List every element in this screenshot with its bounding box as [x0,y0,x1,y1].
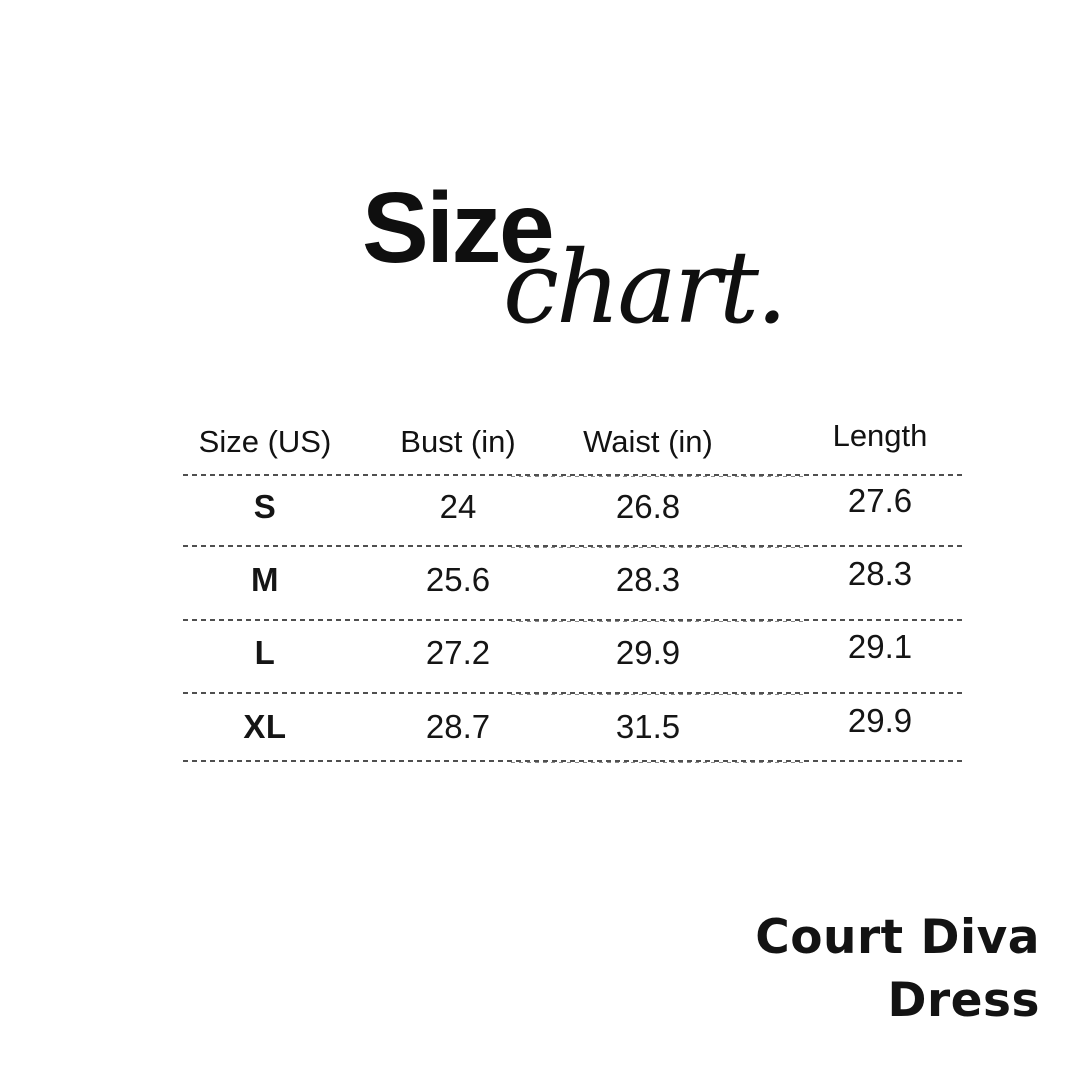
length-value: 29.9 [847,702,913,739]
bust-value: 28.7 [425,708,491,745]
table-divider [183,474,963,477]
waist-value: 31.5 [615,708,681,745]
bust-value: 25.6 [425,561,491,598]
product-name-line1: Court Diva [755,910,1040,965]
table-divider [183,692,963,695]
bust-value: 27.2 [425,634,491,671]
product-name: Court Diva Dress [755,906,1040,1032]
waist-value: 26.8 [615,488,681,525]
size-label: L [254,634,276,671]
length-value: 29.1 [847,628,913,665]
column-header-bust: Bust (in) [400,424,516,459]
table-divider [183,545,963,548]
page-title-chart: chart. [503,229,788,346]
column-header-size: Size (US) [198,424,332,459]
table-divider [183,619,963,622]
waist-value: 28.3 [615,561,681,598]
size-label: XL [243,708,287,745]
bust-value: 24 [439,488,477,525]
column-header-length: Length [832,418,928,453]
length-value: 27.6 [847,482,913,519]
length-value: 28.3 [847,555,913,592]
table-divider [183,760,963,763]
size-table: Size (US) Bust (in) Waist (in) Length S … [183,0,963,800]
size-label: S [253,488,277,525]
column-header-waist: Waist (in) [583,424,713,459]
product-name-line2: Dress [887,973,1040,1028]
size-label: M [251,561,279,598]
page-title-size: Size [362,172,555,284]
waist-value: 29.9 [615,634,681,671]
